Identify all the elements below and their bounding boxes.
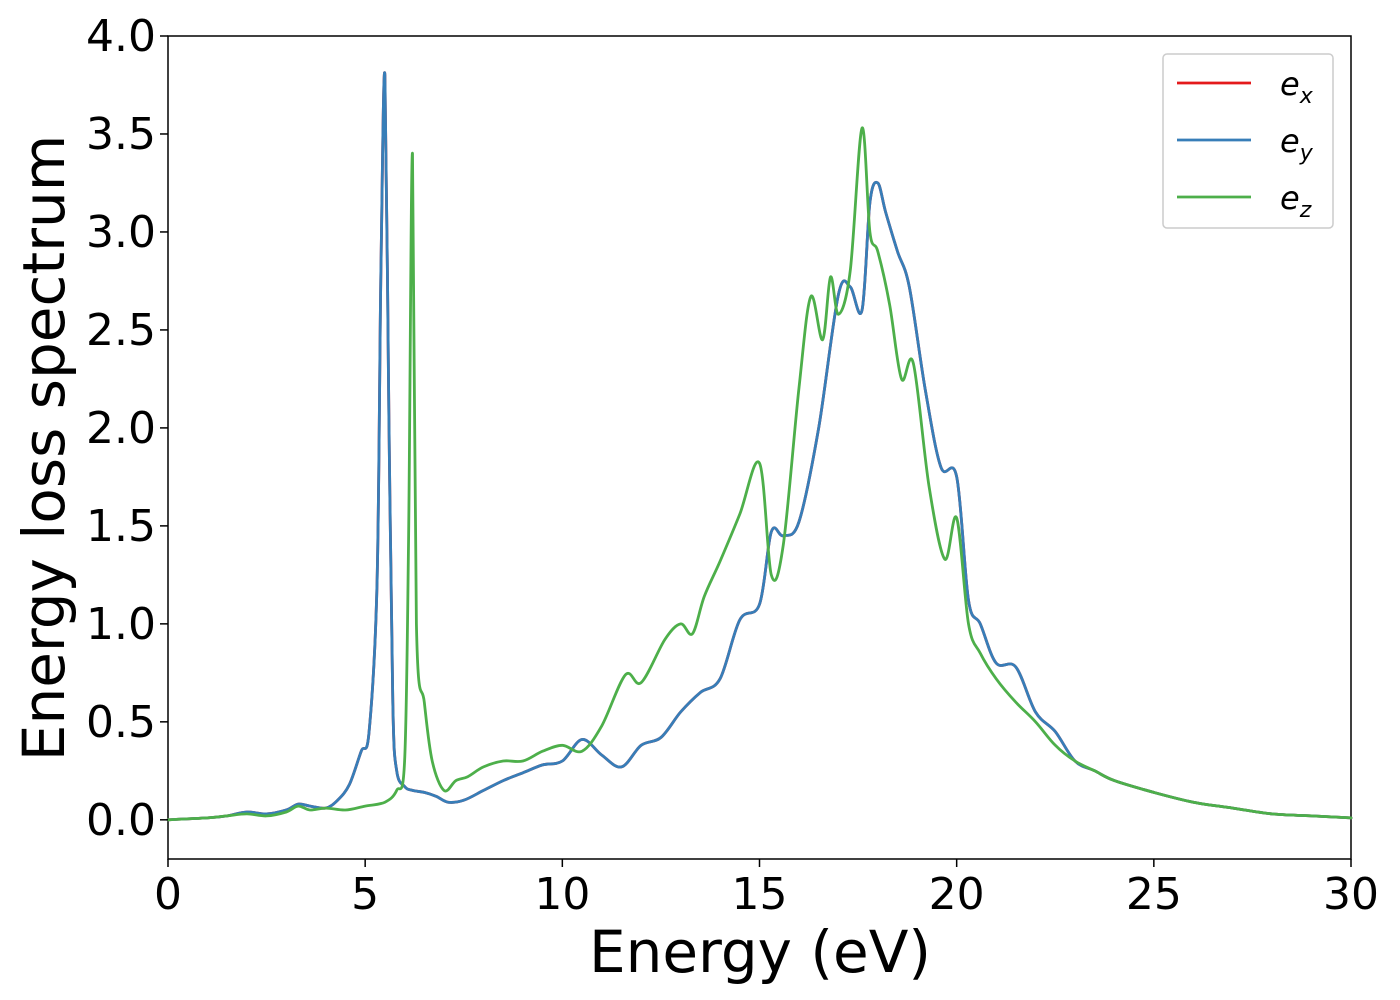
y-tick-label: 4.0 — [86, 11, 156, 62]
legend-label-name: e — [1280, 179, 1300, 217]
x-tick-label: 30 — [1323, 869, 1379, 920]
y-tick-label: 1.5 — [86, 501, 156, 552]
legend-label-name: e — [1280, 65, 1300, 103]
x-tick-label: 10 — [534, 869, 590, 920]
tick-layer: 0 5 10 15 20 25 30 0.0 0.5 1.0 1.5 2.0 2.5 3.0 3.5 4.0 — [86, 11, 1379, 920]
legend-label: ez — [1280, 179, 1312, 223]
x-tick-label: 0 — [154, 869, 182, 920]
x-tick-label: 5 — [351, 869, 379, 920]
y-tick-label: 2.0 — [86, 403, 156, 454]
y-tick-label: 3.0 — [86, 207, 156, 258]
legend-label-subscript: z — [1299, 198, 1312, 223]
y-tick-label: 1.0 — [86, 599, 156, 650]
series-line-ey — [166, 71, 1353, 822]
legend-label: ex — [1280, 65, 1314, 109]
y-axis-label: Energy loss spectrum — [10, 135, 78, 761]
y-tick-label: 0.0 — [86, 795, 156, 846]
x-axis-label: Energy (eV) — [589, 918, 931, 986]
y-tick-label: 2.5 — [86, 305, 156, 356]
x-tick-label: 15 — [732, 869, 788, 920]
y-tick-label: 3.5 — [86, 109, 156, 160]
x-tick-label: 25 — [1126, 869, 1182, 920]
series-layer — [166, 71, 1353, 822]
y-tick-label: 0.5 — [86, 697, 156, 748]
legend-label-subscript: y — [1299, 141, 1314, 166]
legend-label-name: e — [1280, 122, 1300, 160]
x-tick-label: 20 — [929, 869, 985, 920]
series-line-ez — [166, 126, 1353, 822]
legend-label-subscript: x — [1299, 84, 1314, 109]
legend-label: ey — [1280, 122, 1314, 166]
plot-area — [167, 35, 1352, 860]
